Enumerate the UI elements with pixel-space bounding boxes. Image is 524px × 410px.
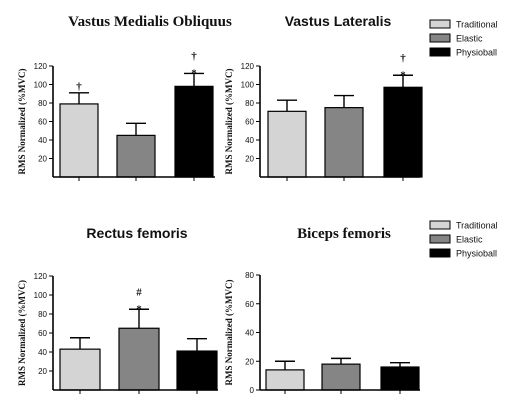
bar-elastic <box>116 134 156 178</box>
bar-elastic <box>324 107 364 178</box>
legend-swatch-elastic <box>429 33 451 43</box>
chart-title: Rectus femoris <box>86 225 187 241</box>
y-tick-label: 80 <box>245 271 254 280</box>
significance-mark: † <box>191 50 197 62</box>
bar-physioball <box>383 86 423 178</box>
bar-elastic <box>118 327 160 391</box>
legend-2: Traditional Elastic Physioball <box>429 220 498 259</box>
legend-swatch-elastic <box>429 234 451 244</box>
y-tick-label: 60 <box>38 118 47 127</box>
y-tick-label: 60 <box>245 300 254 309</box>
significance-mark: * <box>400 69 406 81</box>
legend-1: Traditional Elastic Physioball <box>429 19 498 58</box>
y-tick-label: 80 <box>245 99 254 108</box>
significance-mark: * <box>136 303 142 315</box>
y-tick-label: 120 <box>241 62 255 71</box>
legend-label: Traditional <box>456 20 498 30</box>
y-axis-label: RMS Normalized (%MVC) <box>224 280 234 386</box>
chart-1: Vastus Medialis Obliquus 20 40 60 80 100 120 RM… <box>17 14 232 181</box>
legend-swatch-physioball <box>429 47 451 57</box>
y-tick-label: 40 <box>245 329 254 338</box>
significance-mark: * <box>191 67 197 79</box>
bar-physioball <box>174 85 214 178</box>
legend-label: Elastic <box>456 235 483 245</box>
bar-traditional <box>59 103 99 178</box>
y-axis-label: RMS Normalized (%MVC) <box>17 280 27 386</box>
y-tick-label: 20 <box>38 155 47 164</box>
y-tick-label: 40 <box>245 136 254 145</box>
legend-label: Physioball <box>456 48 497 58</box>
chart-title: Biceps femoris <box>297 226 391 242</box>
bar-physioball <box>380 366 420 391</box>
y-tick-label: 60 <box>245 118 254 127</box>
bar-traditional <box>59 348 101 391</box>
y-tick-label: 100 <box>241 81 255 90</box>
y-tick-label: 100 <box>34 81 48 90</box>
legend-swatch-traditional <box>429 19 451 29</box>
legend-label: Elastic <box>456 34 483 44</box>
bar-traditional <box>265 369 305 391</box>
y-axis-label: RMS Normalized (%MVC) <box>17 69 27 175</box>
chart-2: Vastus Lateralis 20 40 60 80 100 120 RMS Normal… <box>224 13 423 181</box>
legend-label: Traditional <box>456 221 498 231</box>
y-tick-label: 0 <box>250 386 255 395</box>
y-tick-label: 60 <box>38 329 47 338</box>
bar-traditional <box>267 110 307 178</box>
y-tick-label: 100 <box>34 291 48 300</box>
y-tick-label: 40 <box>38 348 47 357</box>
y-tick-label: 80 <box>38 310 47 319</box>
y-tick-label: 40 <box>38 136 47 145</box>
chart-title: Vastus Medialis Obliquus <box>68 14 232 30</box>
bar-elastic <box>321 363 361 391</box>
significance-mark: † <box>400 52 406 64</box>
chart-title: Vastus Lateralis <box>285 13 392 29</box>
legend-label: Physioball <box>456 249 497 259</box>
y-tick-label: 80 <box>38 99 47 108</box>
chart-4: Biceps femoris 0 20 40 60 80 RMS Normalized (%… <box>224 226 420 395</box>
y-tick-label: 120 <box>34 272 48 281</box>
y-tick-label: 20 <box>245 357 254 366</box>
legend-swatch-physioball <box>429 248 451 258</box>
bar-physioball <box>176 350 218 391</box>
legend-swatch-traditional <box>429 220 451 230</box>
y-tick-label: 120 <box>34 62 48 71</box>
significance-mark: † <box>76 81 82 93</box>
chart-3: Rectus femoris 20 40 60 80 100 120 RMS Normaliz… <box>17 225 218 394</box>
y-tick-label: 20 <box>38 367 47 376</box>
y-tick-label: 20 <box>245 155 254 164</box>
significance-mark: # <box>136 286 142 298</box>
y-axis-label: RMS Normalized (%MVC) <box>224 69 234 175</box>
